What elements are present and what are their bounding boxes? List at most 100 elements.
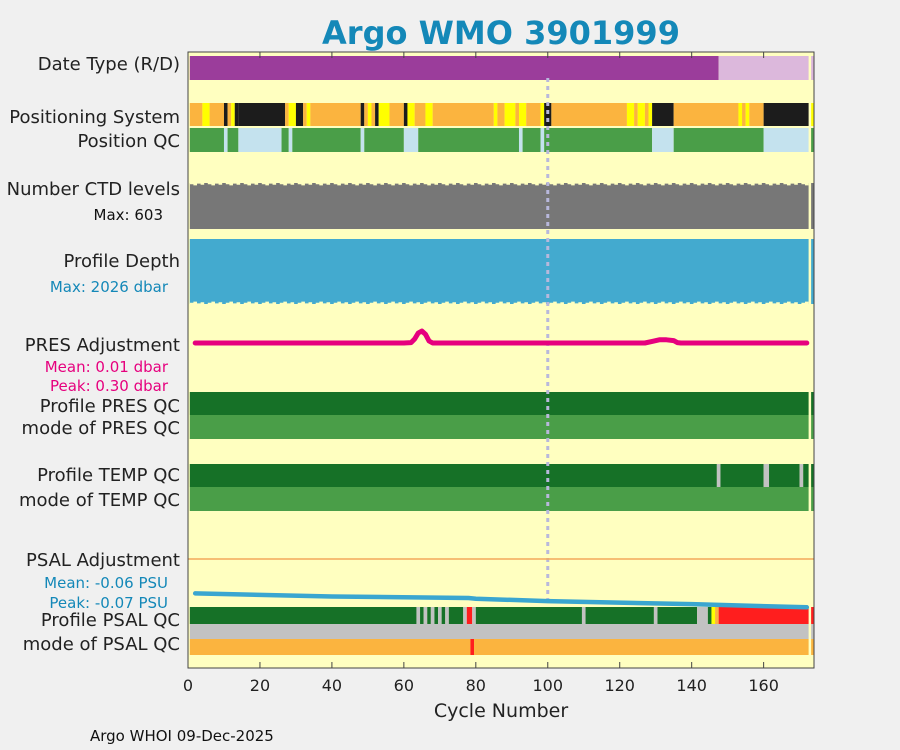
- segment-14: [475, 607, 582, 624]
- segment-24: [425, 103, 433, 126]
- segment-6: [434, 607, 439, 624]
- segment-12: [522, 128, 541, 152]
- segment-9: [445, 607, 449, 624]
- segment-1: [811, 392, 814, 415]
- segment-13: [540, 128, 545, 152]
- x-tick-label: 40: [322, 676, 342, 695]
- segment-1: [811, 415, 814, 439]
- fill-band-tail: [811, 183, 814, 229]
- segment-17: [653, 607, 658, 624]
- row-label-mode-psal-qc: mode of PSAL QC: [23, 634, 180, 655]
- segment-24: [811, 607, 814, 624]
- row-label-profile-psal-qc: Profile PSAL QC: [41, 610, 180, 631]
- segment-19: [378, 103, 390, 126]
- segment-0: [189, 607, 417, 624]
- segment-47: [811, 103, 814, 126]
- segment-26: [493, 103, 498, 126]
- segment-10: [448, 607, 464, 624]
- segment-18: [657, 607, 698, 624]
- segment-15: [364, 103, 368, 126]
- row-sublabel-pres-adjustment: Mean: 0.01 dbar: [45, 358, 169, 376]
- row-mode-pres-qc: [189, 415, 814, 439]
- row-sublabel-profile-depth: Max: 2026 dbar: [50, 278, 169, 296]
- x-axis-label: Cycle Number: [434, 700, 568, 722]
- segment-14: [544, 128, 653, 152]
- segment-41: [673, 103, 739, 126]
- segment-0: [189, 639, 471, 655]
- row-label-positioning-system: Positioning System: [9, 107, 180, 128]
- segment-16: [673, 128, 764, 152]
- footer-note: Argo WHOI 09-Dec-2025: [90, 727, 274, 745]
- row-labels: Date Type (R/D) Positioning System Positio…: [7, 54, 180, 655]
- segment-2: [474, 639, 809, 655]
- segment-22: [715, 607, 719, 624]
- x-tick-label: 0: [183, 676, 193, 695]
- x-tick-label: 100: [532, 676, 563, 695]
- segment-7: [438, 607, 442, 624]
- segment-1: [223, 128, 228, 152]
- segment-15: [652, 128, 674, 152]
- segment-30: [518, 103, 527, 126]
- segment-12: [306, 103, 311, 126]
- row-label-profile-temp-qc: Profile TEMP QC: [37, 465, 180, 486]
- row-label-mode-pres-qc: mode of PRES QC: [22, 418, 180, 439]
- segment-2: [227, 128, 239, 152]
- fill-band: [189, 239, 809, 304]
- row-date-type: [189, 56, 814, 80]
- segment-1: [470, 639, 475, 655]
- row-profile-pres-qc: [189, 392, 814, 415]
- fill-band: [189, 183, 809, 229]
- row-sublabel2-pres-adjustment: Peak: 0.30 dbar: [50, 377, 169, 395]
- segment-9: [288, 103, 296, 126]
- segment-3: [223, 103, 228, 126]
- x-tick-label: 160: [748, 676, 779, 695]
- segment-18: [375, 103, 379, 126]
- row-sublabel2-psal-adjustment: Peak: -0.07 PSU: [49, 594, 168, 612]
- x-axis: 0 20 40 60 80 100 120 140 160: [183, 52, 779, 695]
- segment-36: [634, 103, 638, 126]
- segment-0: [189, 392, 809, 415]
- segment-13: [472, 607, 476, 624]
- row-label-ctd-levels: Number CTD levels: [7, 179, 180, 200]
- segment-29: [515, 103, 519, 126]
- segment-7: [811, 464, 814, 487]
- pres-adjustment-line: [192, 328, 810, 346]
- segment-14: [360, 103, 365, 126]
- fill-band-tail: [811, 239, 814, 304]
- segment-10: [295, 103, 304, 126]
- adjustment-lines: [188, 328, 814, 610]
- segment-6: [292, 128, 361, 152]
- segment-11: [303, 103, 307, 126]
- x-tick-label: 20: [250, 676, 270, 695]
- segment-40: [652, 103, 674, 126]
- chart-title: Argo WMO 3901999: [322, 14, 680, 52]
- segment-0: [189, 487, 809, 511]
- segment-2: [720, 464, 764, 487]
- segment-19: [697, 607, 708, 624]
- segment-8: [441, 607, 446, 624]
- segment-46: [763, 103, 809, 126]
- segment-5: [231, 103, 235, 126]
- row-label-mode-temp-qc: mode of TEMP QC: [19, 490, 180, 511]
- segment-3: [238, 128, 282, 152]
- segment-38: [644, 103, 649, 126]
- x-tick-label: 80: [466, 676, 486, 695]
- row-label-profile-pres-qc: Profile PRES QC: [40, 396, 180, 417]
- row-sublabel-psal-adjustment: Mean: -0.06 PSU: [44, 574, 168, 592]
- segment-25: [432, 103, 494, 126]
- x-tick-label: 120: [604, 676, 635, 695]
- row-sublabel-ctd-levels: Max: 603: [94, 206, 163, 224]
- segment-11: [463, 607, 467, 624]
- segment-12: [466, 607, 473, 624]
- segment-6: [234, 103, 239, 126]
- row-label-psal-adjustment: PSAL Adjustment: [26, 550, 180, 571]
- segment-1: [718, 56, 809, 80]
- segment-27: [497, 103, 505, 126]
- plot-background: [188, 52, 814, 668]
- segment-0: [189, 464, 717, 487]
- segment-17: [763, 128, 809, 152]
- segment-3: [423, 607, 428, 624]
- segment-23: [718, 607, 809, 624]
- segment-28: [504, 103, 516, 126]
